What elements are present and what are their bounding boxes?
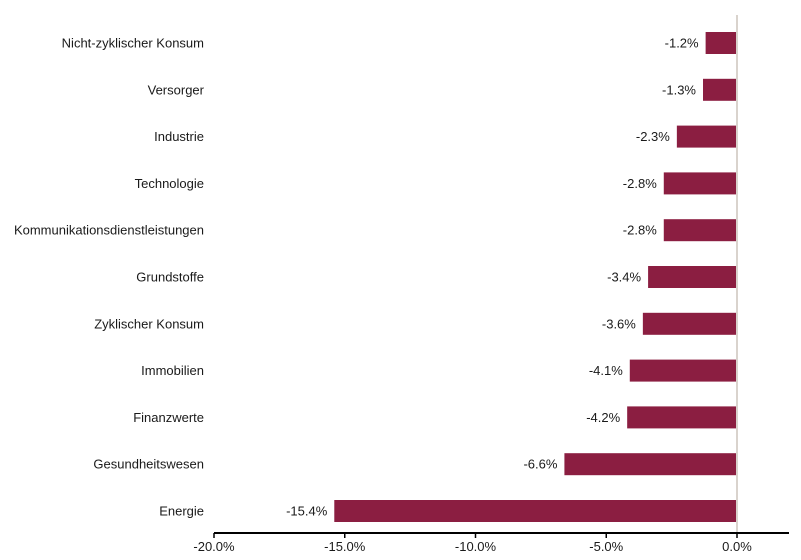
bar xyxy=(564,453,737,476)
category-label: Technologie xyxy=(135,176,204,191)
data-label: -4.2% xyxy=(586,410,620,425)
x-tick-label: -5.0% xyxy=(589,539,623,554)
data-label: -6.6% xyxy=(523,457,557,472)
data-label: -3.6% xyxy=(602,316,636,331)
bar xyxy=(648,266,737,288)
bar xyxy=(663,172,737,195)
category-label: Grundstoffe xyxy=(136,270,204,285)
category-label: Kommunikationsdienstleistungen xyxy=(14,223,204,238)
data-label: -2.8% xyxy=(623,176,657,191)
data-label: -3.4% xyxy=(607,270,641,285)
category-label: Energie xyxy=(159,504,204,519)
category-label: Industrie xyxy=(154,129,204,144)
data-labels: -1.2% -1.3% -2.3% -2.8% -2.8% -3.4% -3.6% -4.1%… xyxy=(286,36,699,519)
bar xyxy=(642,312,737,335)
bar xyxy=(676,125,737,148)
category-labels: Nicht-zyklischer Konsum Versorger Industri… xyxy=(14,36,205,519)
data-label: -2.8% xyxy=(623,223,657,238)
x-tick-label: -20.0% xyxy=(193,539,235,554)
category-label: Finanzwerte xyxy=(133,410,204,425)
bar xyxy=(663,219,737,242)
bar xyxy=(703,78,737,101)
x-tick-label: 0.0% xyxy=(722,539,752,554)
bar xyxy=(334,500,737,522)
bars-layer xyxy=(334,32,737,522)
data-label: -15.4% xyxy=(286,504,328,519)
data-label: -1.3% xyxy=(662,82,696,97)
category-label: Gesundheitswesen xyxy=(93,457,204,472)
data-label: -2.3% xyxy=(636,129,670,144)
data-label: -4.1% xyxy=(589,363,623,378)
bar xyxy=(627,406,737,429)
bar xyxy=(629,359,737,382)
x-axis: -20.0% -15.0% -10.0% -5.0% 0.0% xyxy=(193,532,789,554)
x-tick-label: -10.0% xyxy=(455,539,497,554)
category-label: Immobilien xyxy=(141,363,204,378)
data-label: -1.2% xyxy=(665,36,699,51)
category-label: Versorger xyxy=(148,82,205,97)
bar xyxy=(705,32,737,54)
category-label: Zyklischer Konsum xyxy=(94,316,204,331)
x-tick-label: -15.0% xyxy=(324,539,366,554)
category-label: Nicht-zyklischer Konsum xyxy=(62,36,204,51)
